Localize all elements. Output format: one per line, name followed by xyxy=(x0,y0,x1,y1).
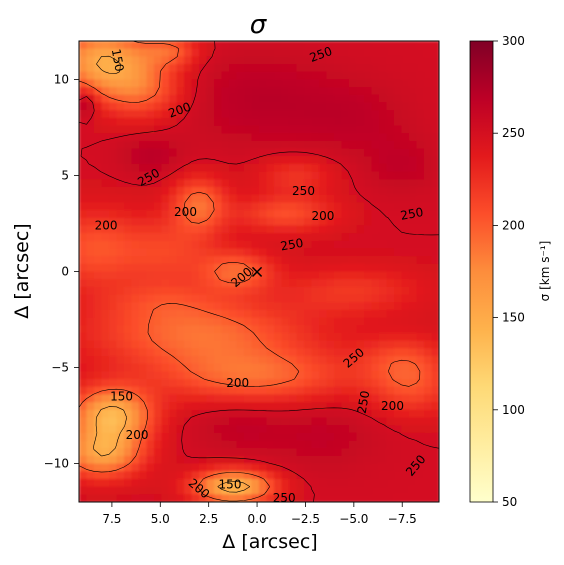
x-tick-label: 7.5 xyxy=(102,512,121,526)
x-axis-ticks: 7.5 5.0 2.5 0.0 −2.5 −5.0 −7.5 xyxy=(102,502,417,526)
colorbar-tick-label: 300 xyxy=(502,34,525,48)
heatmap-image xyxy=(79,41,439,502)
center-marker: × xyxy=(250,262,265,283)
contour-label: 250 xyxy=(292,184,315,198)
colorbar-tick-label: 150 xyxy=(502,311,525,325)
contour-label: 250 xyxy=(355,390,373,415)
contour-label: 250 xyxy=(279,236,304,254)
contour-150 xyxy=(93,55,251,493)
contour-label: 150 xyxy=(219,478,242,492)
contour-label: 200 xyxy=(381,399,404,413)
contour-label: 150 xyxy=(109,48,127,73)
contour-250 xyxy=(79,41,439,502)
colorbar xyxy=(469,40,494,503)
contour-label: 200 xyxy=(126,428,149,442)
x-tick-label: 5.0 xyxy=(151,512,170,526)
colorbar-tick-label: 50 xyxy=(502,495,517,509)
y-axis-ticks: 10 5 0 −5 −10 xyxy=(44,72,79,471)
x-tick-label: 2.5 xyxy=(199,512,218,526)
x-axis-label: Δ [arcsec] xyxy=(222,531,317,553)
chart-title: σ xyxy=(250,10,268,40)
colorbar-tick-label: 200 xyxy=(502,218,525,232)
y-tick-label: −10 xyxy=(44,457,69,471)
contour-label: 200 xyxy=(174,205,197,219)
y-tick-label: 10 xyxy=(54,72,69,86)
contour-label: 150 xyxy=(110,389,133,403)
y-axis-label: Δ [arcsec] xyxy=(11,223,33,318)
contour-lines xyxy=(79,41,439,502)
x-tick-label: 0.0 xyxy=(248,512,267,526)
x-tick-label: −7.5 xyxy=(388,512,417,526)
y-tick-label: 5 xyxy=(61,168,69,182)
colorbar-ticks: 50 100 150 200 250 300 xyxy=(493,34,525,509)
x-tick-label: −5.0 xyxy=(339,512,368,526)
contour-label: 200 xyxy=(226,376,249,390)
x-tick-label: −2.5 xyxy=(291,512,320,526)
contour-label: 200 xyxy=(95,218,118,232)
contour-label: 200 xyxy=(311,209,334,223)
colorbar-tick-label: 250 xyxy=(502,126,525,140)
colorbar-label: σ [km s⁻¹] xyxy=(538,241,552,302)
colorbar-tick-label: 100 xyxy=(502,403,525,417)
contour-label: 250 xyxy=(273,491,296,505)
contour-label: 250 xyxy=(399,205,424,223)
y-tick-label: 0 xyxy=(61,265,69,279)
y-tick-label: −5 xyxy=(51,361,69,375)
